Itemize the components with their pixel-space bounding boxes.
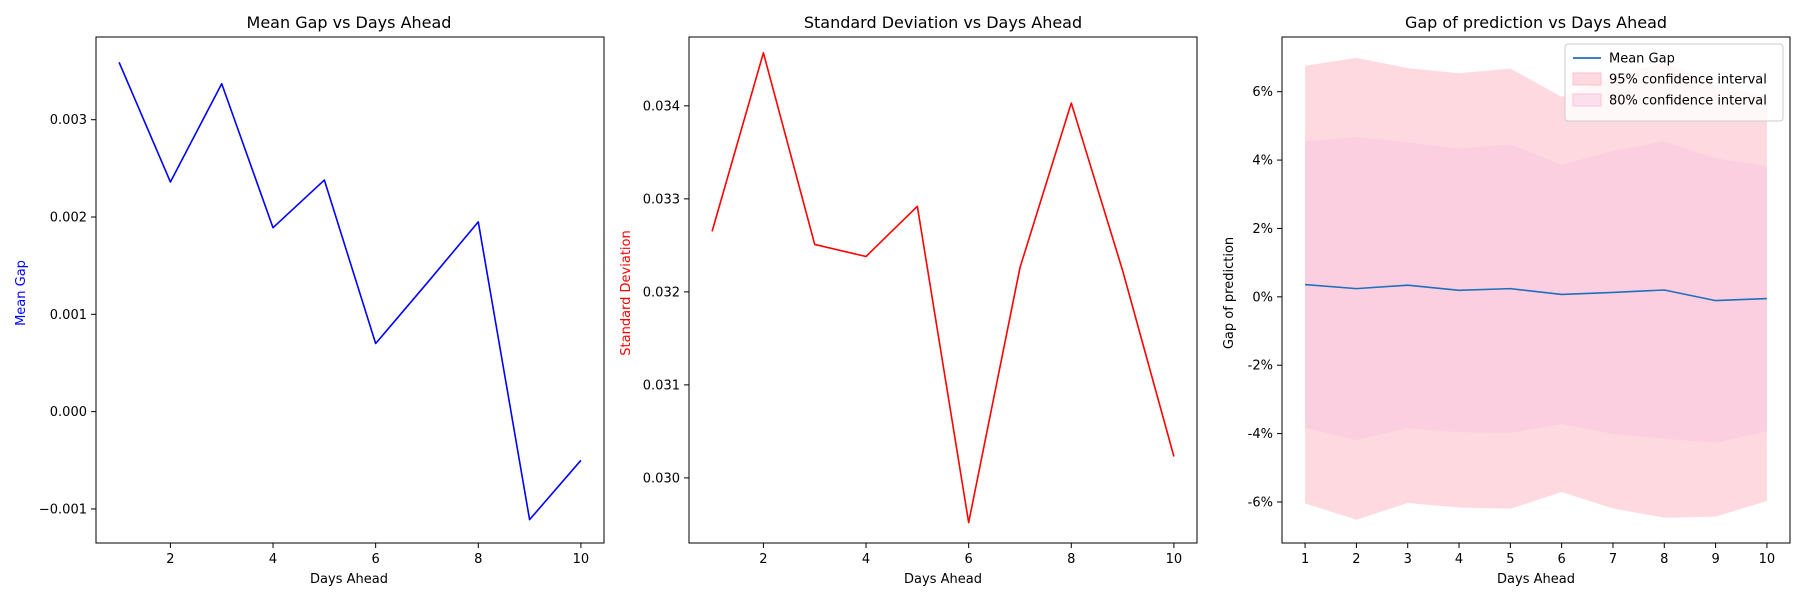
- std-dev-series-line: [711, 52, 1175, 524]
- legend-label: Mean Gap: [1609, 52, 1675, 67]
- legend-patch-swatch: [1572, 72, 1602, 86]
- std-dev-x-tick-label: 2: [759, 552, 767, 567]
- mean-gap-y-tick-label: 0.003: [50, 113, 87, 128]
- std-dev-y-tick-label: 0.033: [643, 192, 680, 207]
- std-dev-xlabel: Days Ahead: [904, 572, 982, 587]
- std-dev-y-tick-label: 0.030: [643, 471, 680, 486]
- gap-of-prediction-x-tick-label: 2: [1352, 552, 1360, 567]
- gap-of-prediction-y-tick-label: -6%: [1248, 495, 1273, 510]
- std-dev-panel: Standard Deviation vs Days Ahead Days Ah…: [619, 13, 1198, 587]
- gap-of-prediction-ylabel: Gap of prediction: [1222, 237, 1237, 349]
- gap-of-prediction-x-tick-label: 5: [1506, 552, 1514, 567]
- gap-of-prediction-xlabel: Days Ahead: [1497, 572, 1575, 587]
- gap-of-prediction-y-tick-label: 2%: [1252, 222, 1273, 237]
- mean-gap-y-tick-label: 0.000: [50, 405, 87, 420]
- legend-label: 80% confidence interval: [1609, 94, 1767, 109]
- gap-of-prediction-x-tick-label: 10: [1759, 552, 1776, 567]
- gap-of-prediction-y-tick-label: 6%: [1252, 85, 1273, 100]
- std-dev-x-tick-label: 10: [1166, 552, 1183, 567]
- mean-gap-x-tick-label: 2: [166, 552, 174, 567]
- gap-of-prediction-x-tick-label: 4: [1455, 552, 1463, 567]
- mean-gap-series-line: [118, 61, 582, 521]
- std-dev-y-tick-label: 0.034: [643, 99, 680, 114]
- std-dev-title: Standard Deviation vs Days Ahead: [804, 13, 1082, 32]
- gap-of-prediction-x-tick-label: 8: [1660, 552, 1668, 567]
- gap-of-prediction-panel: Gap of prediction vs Days Ahead Days Ahe…: [1222, 13, 1791, 587]
- gap-of-prediction-series-line: [1305, 283, 1767, 302]
- legend-label: 95% confidence interval: [1609, 73, 1767, 88]
- gap-of-prediction-y-tick-label: -2%: [1248, 359, 1273, 374]
- mean-gap-panel: Mean Gap vs Days Ahead Days Ahead Mean G…: [14, 13, 605, 587]
- mean-gap-x-tick-label: 10: [573, 552, 590, 567]
- mean-gap-title: Mean Gap vs Days Ahead: [247, 13, 452, 32]
- std-dev-axes-frame: [688, 36, 1198, 544]
- gap-of-prediction-x-tick-label: 9: [1711, 552, 1719, 567]
- mean-gap-y-tick-label: 0.002: [50, 211, 87, 226]
- gap-of-prediction-y-tick-label: -4%: [1248, 427, 1273, 442]
- gap-of-prediction-x-tick-label: 1: [1301, 552, 1309, 567]
- mean-gap-axes-frame: [95, 36, 605, 544]
- gap-of-prediction-title: Gap of prediction vs Days Ahead: [1405, 13, 1667, 32]
- legend-box: [1564, 43, 1784, 122]
- mean-gap-x-tick-label: 8: [474, 552, 482, 567]
- std-dev-y-tick-label: 0.032: [643, 285, 680, 300]
- std-dev-ylabel: Standard Deviation: [619, 230, 634, 355]
- mean-gap-x-tick-label: 4: [269, 552, 277, 567]
- gap-of-prediction-axes-frame: [1281, 36, 1791, 544]
- std-dev-x-tick-label: 4: [862, 552, 870, 567]
- mean-gap-y-tick-label: −0.001: [39, 502, 87, 517]
- mean-gap-xlabel: Days Ahead: [310, 572, 388, 587]
- mean-gap-x-tick-label: 6: [372, 552, 380, 567]
- gap-of-prediction-x-tick-label: 7: [1609, 552, 1617, 567]
- gap-of-prediction-x-tick-label: 6: [1558, 552, 1566, 567]
- std-dev-y-tick-label: 0.031: [643, 378, 680, 393]
- gap-of-prediction-y-tick-label: 4%: [1252, 154, 1273, 169]
- gap-of-prediction-x-tick-label: 3: [1404, 552, 1412, 567]
- gap-of-prediction-band-80: [1305, 137, 1767, 443]
- mean-gap-ylabel: Mean Gap: [14, 260, 29, 326]
- std-dev-x-tick-label: 6: [965, 552, 973, 567]
- gap-of-prediction-y-tick-label: 0%: [1252, 290, 1273, 305]
- std-dev-x-tick-label: 8: [1067, 552, 1075, 567]
- legend-patch-swatch: [1572, 93, 1602, 107]
- gap-of-prediction-legend: Mean Gap 95% confidence interval 80% confi…: [1564, 43, 1784, 122]
- mean-gap-y-tick-label: 0.001: [50, 308, 87, 323]
